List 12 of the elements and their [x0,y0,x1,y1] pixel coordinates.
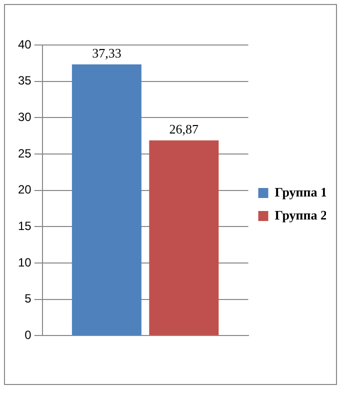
y-tick-label: 20 [18,182,32,197]
y-tick-label: 0 [24,328,32,342]
data-label: 26,87 [169,121,200,136]
y-tick-label: 10 [18,255,32,270]
legend-label: Группа 1 [274,184,327,200]
data-label: 37,33 [92,45,122,60]
y-tick-label: 40 [18,37,32,52]
y-tick-label: 15 [18,218,32,233]
y-tick-label: 30 [18,110,32,124]
y-tick-label: 5 [24,292,32,306]
y-tick-label: 25 [18,146,32,160]
y-tick-label: 35 [18,74,32,88]
